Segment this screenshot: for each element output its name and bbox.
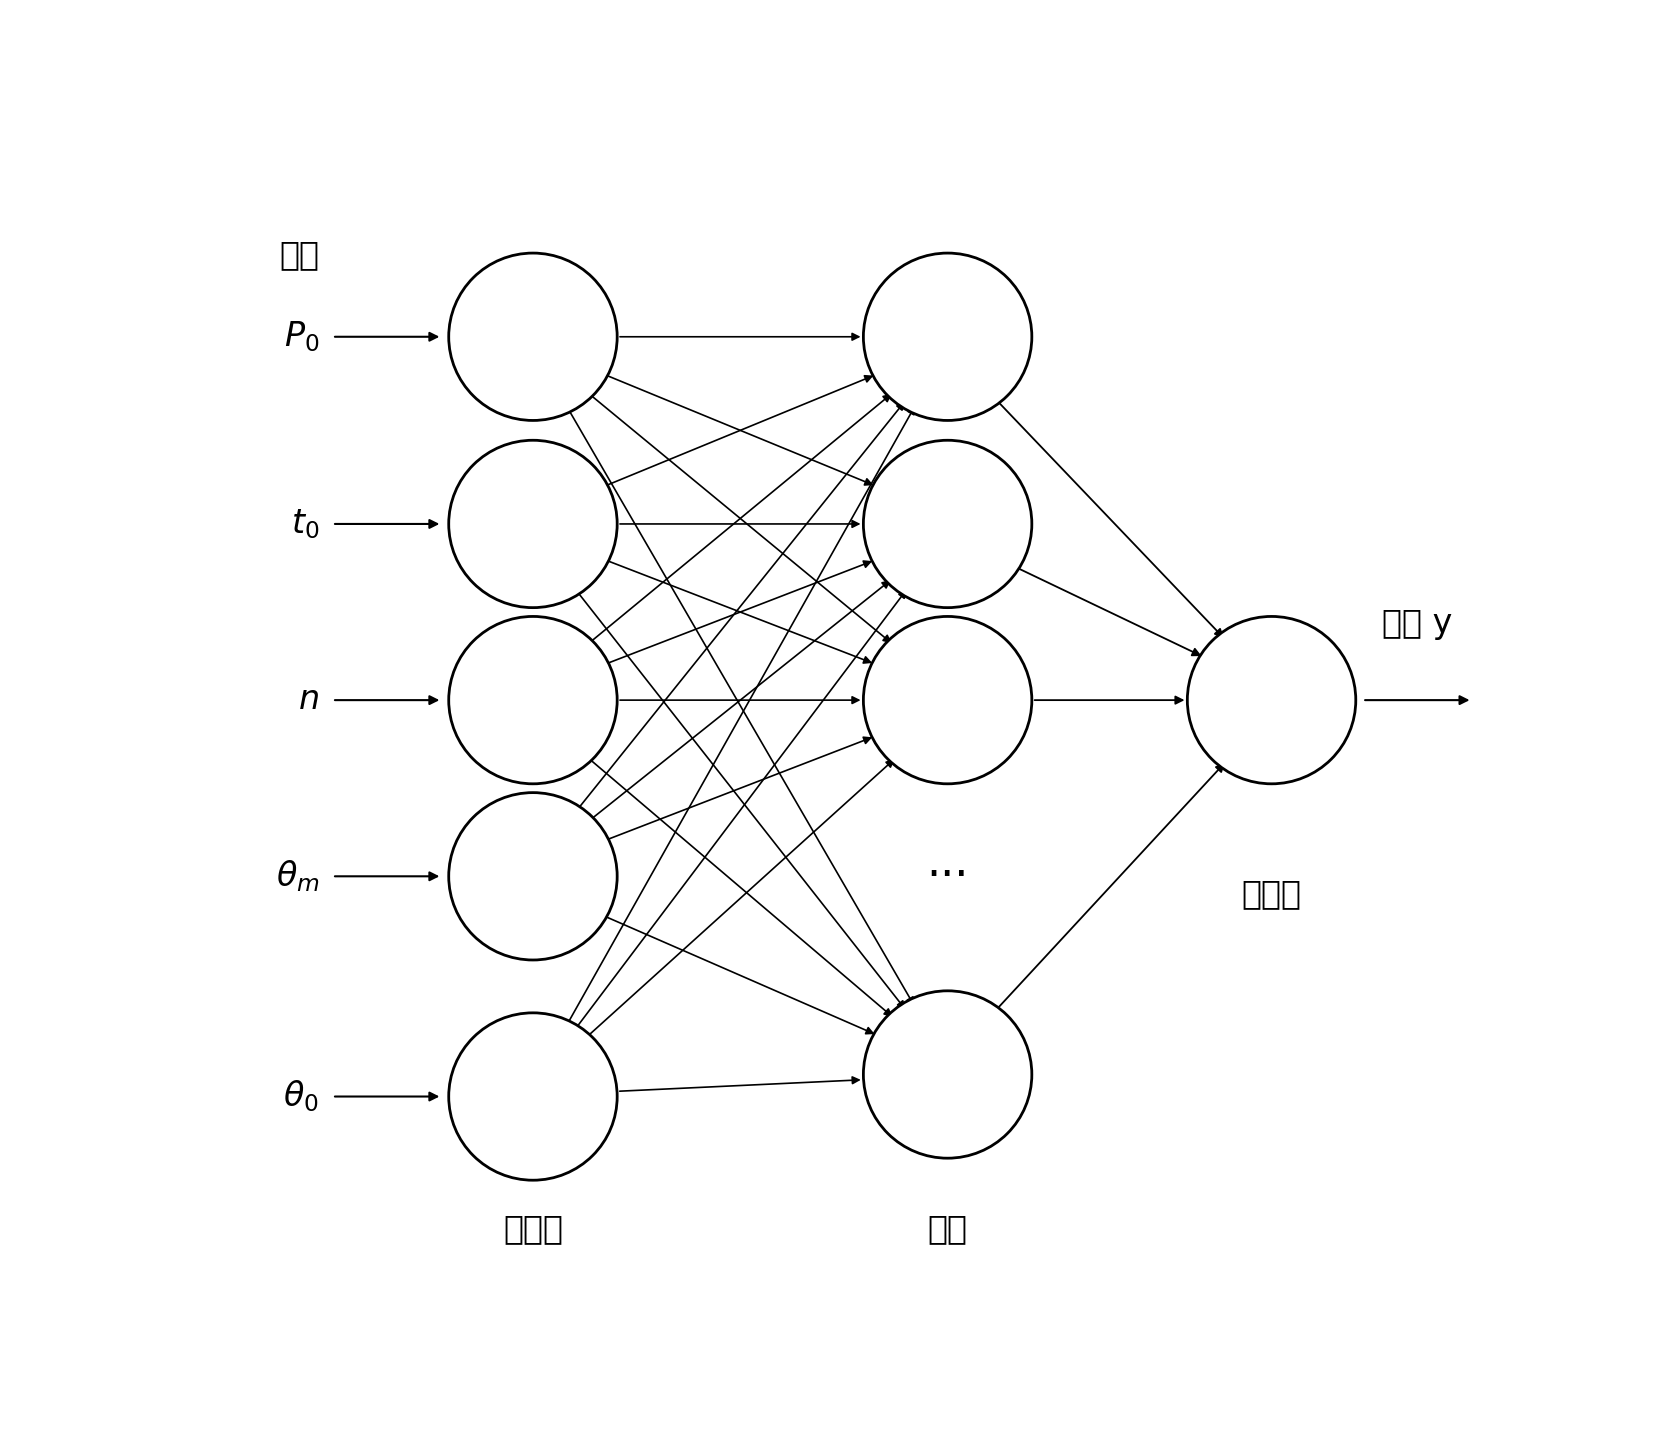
Text: $P_0$: $P_0$ — [284, 319, 319, 355]
Text: 输出层: 输出层 — [1242, 878, 1301, 911]
Ellipse shape — [1187, 616, 1356, 784]
Text: 隐层: 隐层 — [928, 1213, 968, 1246]
Text: 输入: 输入 — [279, 237, 319, 270]
Text: $\theta _m$: $\theta _m$ — [276, 858, 319, 894]
Ellipse shape — [448, 440, 617, 608]
Text: 输入层: 输入层 — [503, 1213, 563, 1246]
Ellipse shape — [863, 253, 1032, 420]
Ellipse shape — [448, 1012, 617, 1180]
Ellipse shape — [448, 616, 617, 784]
Text: $\theta _0$: $\theta _0$ — [284, 1078, 319, 1114]
Text: ···: ··· — [926, 855, 968, 898]
Ellipse shape — [863, 616, 1032, 784]
Ellipse shape — [863, 440, 1032, 608]
Text: $n$: $n$ — [298, 684, 319, 716]
Ellipse shape — [863, 991, 1032, 1158]
Text: $t_0$: $t_0$ — [291, 508, 319, 541]
Ellipse shape — [448, 253, 617, 420]
Ellipse shape — [448, 792, 617, 960]
Text: 输出 y: 输出 y — [1381, 606, 1451, 639]
